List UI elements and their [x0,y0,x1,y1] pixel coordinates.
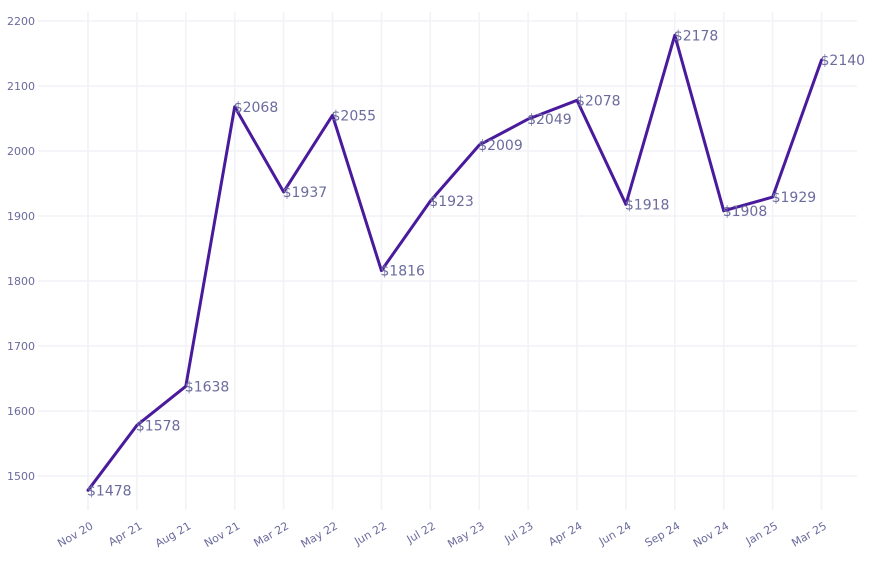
x-tick-label: Apr 21 [106,519,144,549]
data-label: $2068 [234,100,279,116]
x-tick-label: Nov 20 [55,519,95,550]
x-tick-label: Mar 25 [789,519,829,549]
x-tick-label: Jul 23 [502,519,536,546]
x-tick-label: Apr 24 [546,519,584,549]
x-tick-label: Jan 25 [743,519,780,548]
x-tick-label: May 23 [445,519,486,550]
data-label: $1937 [283,185,328,201]
x-tick-label: Mar 22 [251,519,291,549]
x-tick-label: Nov 21 [202,519,242,550]
y-gridlines [38,20,857,477]
data-label: $1816 [380,264,425,280]
data-label: $1578 [136,418,181,434]
y-tick-label: 1800 [7,275,35,288]
x-tick-label: Jul 22 [404,519,438,546]
y-tick-label: 1900 [7,210,35,223]
data-label: $2049 [527,112,572,128]
y-tick-label: 1700 [7,340,35,353]
y-axis-ticks: 1500 1600 1700 1800 1900 2000 2100 2200 [7,15,35,483]
x-tick-label: Jun 24 [596,519,633,548]
data-labels: $1478 $1578 $1638 $2068 $1937 $2055 $1816 $1923… [87,28,865,499]
data-label: $2009 [478,138,523,154]
data-label: $1918 [625,197,670,213]
x-tick-label: Jun 22 [351,519,388,548]
y-tick-label: 2200 [7,15,35,28]
data-label: $1638 [185,379,230,395]
y-tick-label: 2100 [7,80,35,93]
data-label: $2178 [674,28,719,44]
data-label: $2055 [332,108,377,124]
x-tick-label: Aug 21 [153,519,193,550]
x-tick-label: May 22 [299,519,340,550]
data-label: $2140 [821,53,866,69]
data-label: $1929 [772,190,817,206]
y-tick-label: 1600 [7,405,35,418]
series-line [86,33,823,492]
data-label: $1478 [87,483,132,499]
y-tick-label: 1500 [7,470,35,483]
data-label: $1908 [723,204,768,220]
x-gridlines [87,12,823,510]
x-tick-label: Sep 24 [643,519,683,549]
data-label: $2078 [576,93,621,109]
data-label: $1923 [429,194,474,210]
x-tick-label: Nov 24 [691,519,731,550]
x-axis-ticks: Nov 20 Apr 21 Aug 21 Nov 21 Mar 22 May 22 Jun … [55,519,829,550]
y-tick-label: 2000 [7,145,35,158]
